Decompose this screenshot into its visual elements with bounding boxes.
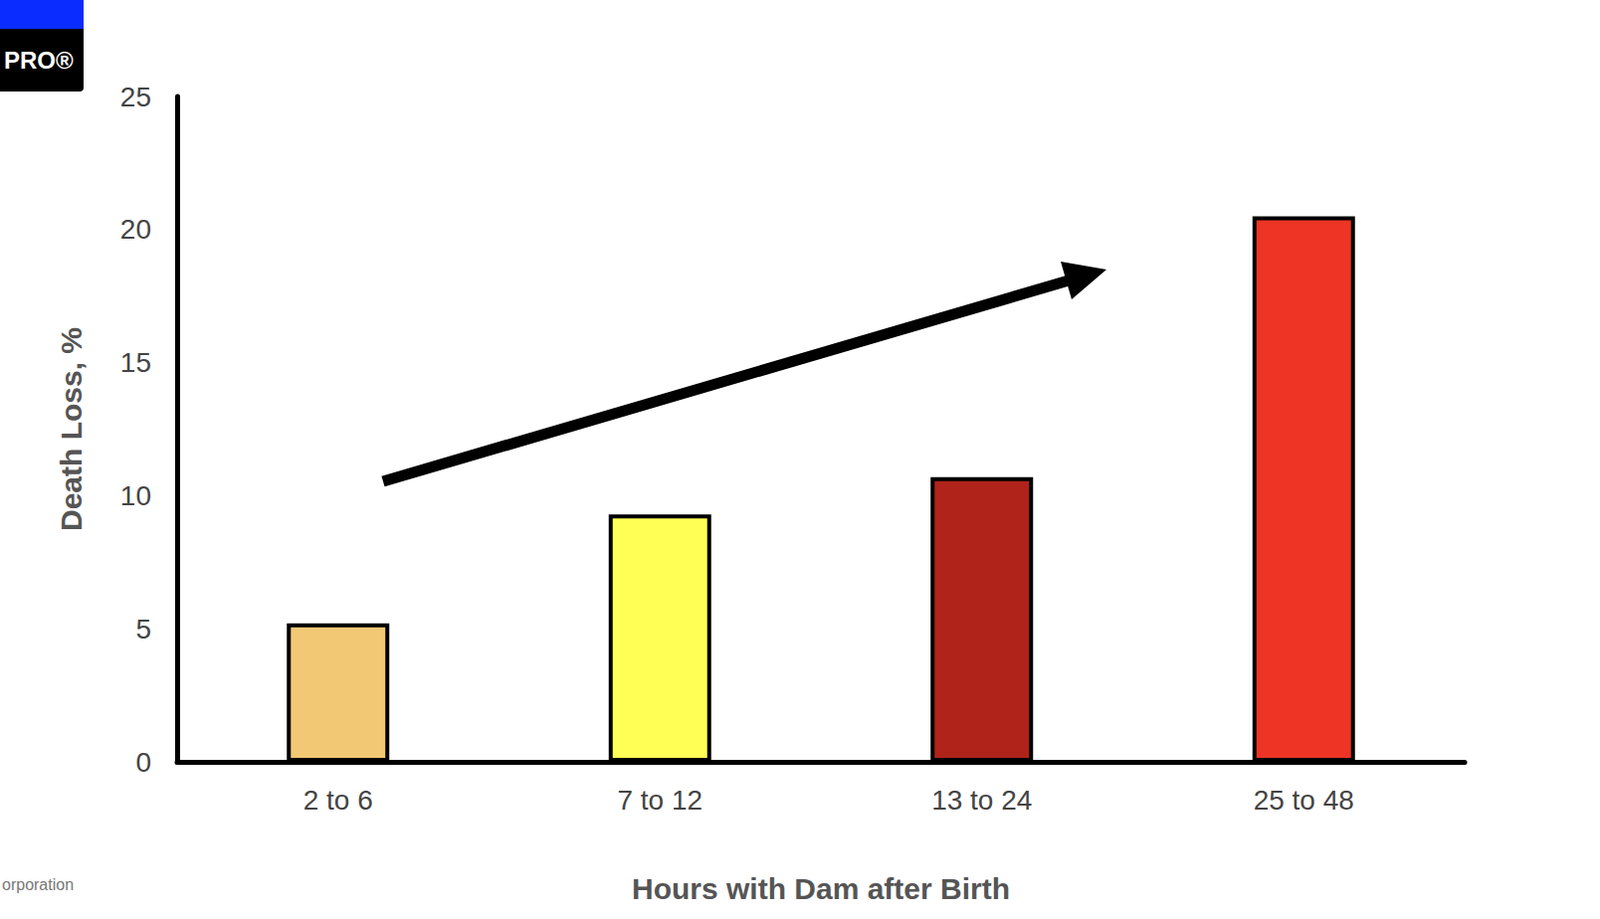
svg-text:15: 15 [120, 347, 152, 379]
svg-text:7 to 12: 7 to 12 [616, 785, 703, 816]
svg-text:25 to 48: 25 to 48 [1253, 785, 1355, 816]
svg-text:PRO®: PRO® [3, 46, 74, 74]
svg-text:0: 0 [135, 747, 152, 779]
svg-text:20: 20 [120, 213, 152, 245]
svg-text:13 to 24: 13 to 24 [931, 785, 1032, 816]
svg-text:Death Loss, %: Death Loss, % [54, 327, 88, 532]
svg-text:orporation: orporation [1, 876, 74, 894]
svg-text:5: 5 [135, 613, 152, 645]
svg-text:10: 10 [120, 480, 152, 512]
svg-text:25: 25 [120, 81, 152, 113]
svg-text:2 to 6: 2 to 6 [303, 785, 374, 816]
svg-text:Hours with Dam after Birth: Hours with Dam after Birth [631, 872, 1010, 906]
